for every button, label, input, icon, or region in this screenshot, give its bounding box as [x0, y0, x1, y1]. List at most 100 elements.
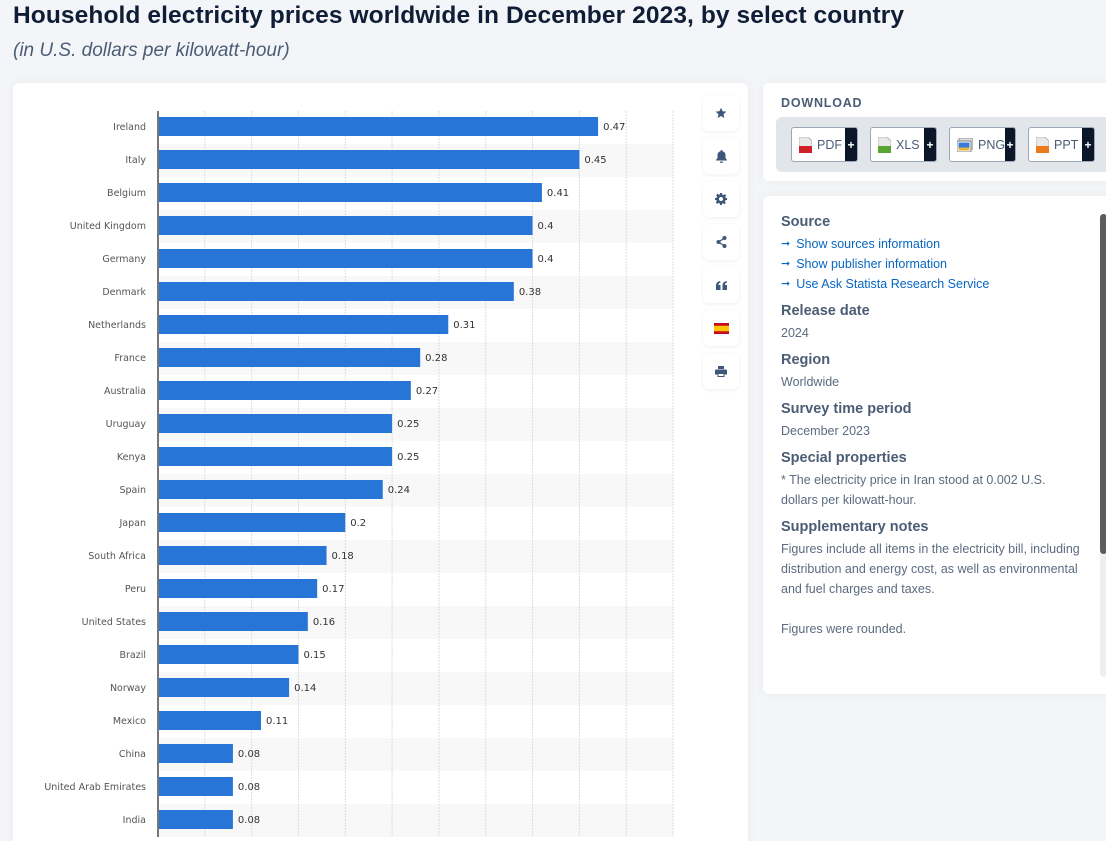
value-label: 0.47	[603, 122, 625, 133]
ppt-file-icon	[1036, 136, 1049, 153]
category-label: Japan	[119, 518, 147, 529]
category-label: Italy	[125, 155, 146, 166]
bar[interactable]	[158, 678, 290, 697]
bar[interactable]	[158, 546, 327, 565]
download-title: DOWNLOAD	[781, 96, 863, 110]
show-sources-link[interactable]: ➞ Show sources information	[781, 234, 1081, 254]
value-label: 0.25	[397, 452, 419, 463]
download-pdf-button[interactable]: PDF +	[791, 127, 858, 162]
download-xls-button[interactable]: XLS +	[870, 127, 937, 162]
notification-button[interactable]	[703, 138, 739, 174]
ask-statista-link[interactable]: ➞ Use Ask Statista Research Service	[781, 274, 1081, 294]
value-label: 0.27	[416, 386, 438, 397]
share-button[interactable]	[703, 224, 739, 260]
bar[interactable]	[158, 645, 299, 664]
bar[interactable]	[158, 216, 533, 235]
bar[interactable]	[158, 513, 346, 532]
star-icon	[715, 107, 727, 118]
special-properties-value: * The electricity price in Iran stood at…	[781, 473, 1046, 507]
download-panel: DOWNLOAD PDF + XLS + PNG +	[763, 83, 1106, 181]
bar[interactable]	[158, 480, 383, 499]
arrow-right-icon: ➞	[781, 258, 791, 270]
download-png-button[interactable]: PNG +	[949, 127, 1016, 162]
download-ppt-plus[interactable]: +	[1082, 128, 1094, 161]
language-button[interactable]	[703, 310, 739, 346]
bar[interactable]	[158, 810, 233, 829]
category-label: Peru	[125, 584, 146, 595]
bar[interactable]	[158, 447, 393, 466]
category-label: Kenya	[117, 452, 146, 463]
xls-file-icon	[878, 136, 891, 153]
bar[interactable]	[158, 711, 261, 730]
bar[interactable]	[158, 579, 318, 598]
bar[interactable]	[158, 744, 233, 763]
category-label: South Africa	[88, 551, 146, 562]
bar[interactable]	[158, 282, 514, 301]
value-label: 0.38	[519, 287, 541, 298]
download-png-label: PNG	[978, 137, 1006, 152]
value-label: 0.25	[397, 419, 419, 430]
print-button[interactable]	[703, 353, 739, 389]
download-pdf-label: PDF	[817, 137, 842, 152]
download-ppt-button[interactable]: PPT +	[1028, 127, 1095, 162]
value-label: 0.08	[238, 782, 260, 793]
arrow-right-icon: ➞	[781, 278, 791, 290]
printer-icon	[715, 365, 727, 377]
settings-button[interactable]	[703, 181, 739, 217]
value-label: 0.08	[238, 815, 260, 826]
download-xls-plus[interactable]: +	[924, 128, 936, 161]
category-label: Spain	[119, 485, 146, 496]
download-png-plus[interactable]: +	[1005, 128, 1015, 161]
bar[interactable]	[158, 249, 533, 268]
show-sources-label: Show sources information	[796, 237, 941, 251]
category-label: Germany	[102, 254, 146, 265]
bar[interactable]	[158, 117, 599, 136]
category-label: Mexico	[113, 716, 146, 727]
bar[interactable]	[158, 315, 449, 334]
ask-statista-label: Use Ask Statista Research Service	[796, 277, 990, 291]
statistic-info-panel: Source ➞ Show sources information ➞ Show p…	[763, 196, 1106, 694]
pdf-file-icon	[799, 136, 812, 153]
value-label: 0.24	[388, 485, 410, 496]
bar[interactable]	[158, 183, 542, 202]
bar[interactable]	[158, 777, 233, 796]
favorite-button[interactable]	[703, 95, 739, 131]
value-label: 0.17	[322, 584, 344, 595]
value-label: 0.4	[538, 221, 554, 232]
release-date-heading: Release date	[781, 303, 870, 319]
category-label: Belgium	[107, 188, 146, 199]
show-publisher-label: Show publisher information	[796, 257, 947, 271]
info-scrollbar[interactable]	[1100, 214, 1106, 677]
supplementary-notes-rounded: Figures were rounded.	[781, 622, 907, 636]
value-label: 0.11	[266, 716, 288, 727]
category-label: France	[114, 353, 146, 364]
download-xls-label: XLS	[896, 137, 920, 152]
cite-button[interactable]	[703, 267, 739, 303]
value-label: 0.18	[332, 551, 354, 562]
row-band	[158, 804, 673, 837]
show-publisher-link[interactable]: ➞ Show publisher information	[781, 254, 1081, 274]
category-label: United Kingdom	[70, 221, 146, 232]
category-label: Norway	[110, 683, 146, 694]
region-value: Worldwide	[781, 375, 840, 389]
download-pdf-plus[interactable]: +	[845, 128, 857, 161]
category-label: United Arab Emirates	[44, 782, 146, 793]
spain-flag-icon	[713, 322, 729, 334]
source-heading: Source	[781, 214, 831, 230]
bar[interactable]	[158, 612, 308, 631]
info-scrollbar-thumb[interactable]	[1100, 214, 1106, 554]
value-label: 0.31	[453, 320, 475, 331]
category-label: United States	[82, 617, 146, 628]
png-image-icon	[957, 137, 973, 152]
value-label: 0.28	[425, 353, 447, 364]
release-date-value: 2024	[781, 326, 809, 340]
bar[interactable]	[158, 414, 393, 433]
category-label: Brazil	[119, 650, 146, 661]
value-label: 0.45	[584, 155, 606, 166]
supplementary-notes-heading: Supplementary notes	[781, 519, 929, 535]
bar[interactable]	[158, 150, 580, 169]
download-ppt-label: PPT	[1054, 137, 1079, 152]
bar[interactable]	[158, 348, 421, 367]
page-title: Household electricity prices worldwide i…	[13, 2, 905, 29]
bar[interactable]	[158, 381, 411, 400]
